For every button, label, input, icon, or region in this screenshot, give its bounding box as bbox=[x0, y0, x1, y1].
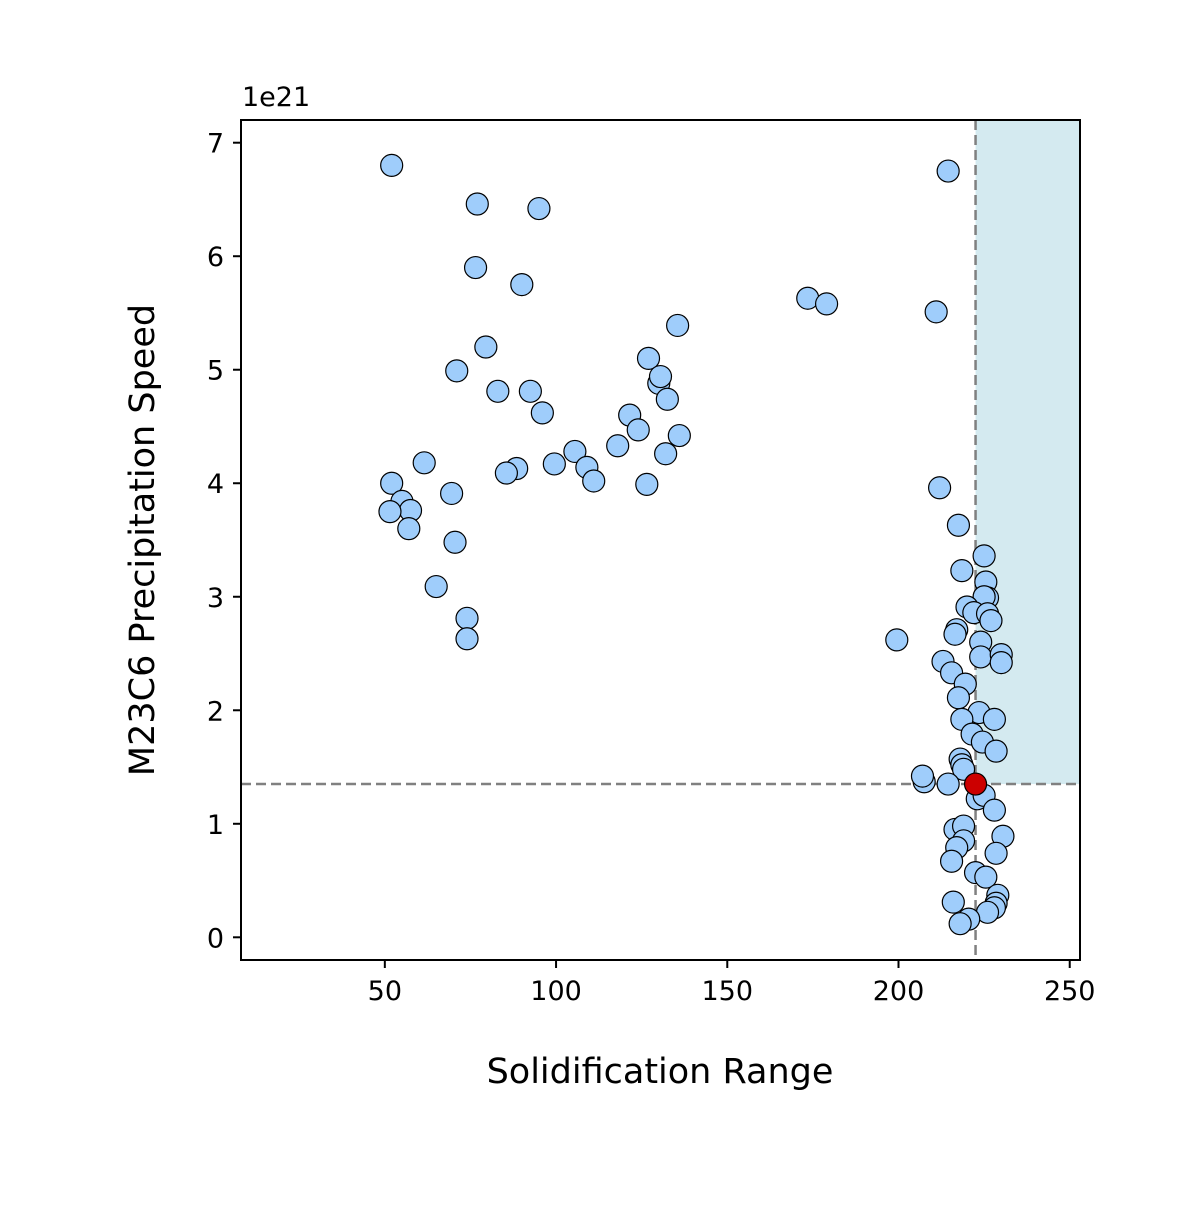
shaded-region bbox=[975, 120, 1080, 785]
data-point bbox=[946, 686, 971, 710]
data-point bbox=[979, 608, 1003, 633]
data-point bbox=[927, 476, 952, 500]
data-point bbox=[510, 272, 534, 297]
data-point bbox=[412, 451, 436, 475]
y-tick-label: 7 bbox=[207, 129, 224, 160]
x-tick-label: 50 bbox=[368, 976, 402, 1007]
data-point bbox=[445, 359, 469, 383]
x-tick-label: 250 bbox=[1044, 976, 1096, 1007]
data-point bbox=[946, 513, 971, 537]
plot-frame bbox=[240, 119, 1081, 961]
data-point bbox=[936, 772, 960, 796]
data-point bbox=[380, 471, 404, 495]
data-point bbox=[635, 472, 659, 496]
data-point bbox=[939, 849, 964, 873]
data-point bbox=[527, 196, 551, 221]
data-point bbox=[984, 841, 1008, 865]
data-point bbox=[380, 153, 404, 178]
y-tick-label: 6 bbox=[207, 242, 224, 273]
y-tick-label: 2 bbox=[207, 696, 224, 727]
y-axis-offset-label: 1e21 bbox=[242, 82, 310, 113]
highlight-point bbox=[963, 772, 988, 796]
y-axis-label: M23C6 Precipitation Speed bbox=[123, 304, 163, 776]
x-tick-label: 100 bbox=[530, 976, 582, 1007]
data-point bbox=[465, 192, 489, 216]
data-point bbox=[910, 764, 935, 788]
data-point bbox=[648, 364, 673, 389]
data-point bbox=[950, 559, 974, 583]
data-point bbox=[984, 739, 1008, 763]
data-point bbox=[924, 300, 948, 324]
data-point bbox=[474, 335, 498, 359]
data-point bbox=[463, 255, 488, 280]
data-point bbox=[455, 606, 479, 630]
data-point bbox=[989, 650, 1013, 675]
data-point bbox=[655, 387, 679, 411]
data-point bbox=[563, 439, 587, 464]
data-point bbox=[542, 452, 566, 476]
x-axis-label: Solidification Range bbox=[487, 1052, 834, 1092]
data-point bbox=[518, 379, 542, 403]
x-tick-label: 200 bbox=[873, 976, 925, 1007]
data-point bbox=[982, 707, 1006, 731]
data-point bbox=[885, 628, 909, 652]
data-point bbox=[626, 418, 650, 442]
data-point bbox=[455, 627, 479, 651]
data-point bbox=[440, 481, 464, 506]
data-point bbox=[654, 442, 678, 466]
data-point bbox=[582, 469, 606, 493]
y-tick-label: 1 bbox=[207, 810, 224, 841]
data-point bbox=[941, 890, 965, 914]
data-point bbox=[667, 423, 691, 448]
data-point bbox=[974, 865, 998, 889]
data-point bbox=[606, 434, 630, 458]
data-point bbox=[666, 313, 690, 338]
data-point bbox=[486, 379, 510, 403]
data-point bbox=[636, 346, 661, 370]
data-point bbox=[982, 798, 1006, 822]
data-point bbox=[378, 500, 402, 524]
data-point bbox=[494, 461, 518, 485]
y-tick-label: 3 bbox=[207, 583, 224, 614]
data-point bbox=[943, 622, 967, 646]
data-point bbox=[972, 544, 996, 568]
data-point bbox=[397, 517, 421, 541]
data-point bbox=[969, 645, 993, 669]
y-tick-label: 5 bbox=[207, 356, 224, 387]
data-point bbox=[814, 292, 839, 316]
data-point bbox=[948, 912, 972, 936]
data-point bbox=[424, 574, 448, 599]
data-point bbox=[936, 159, 960, 183]
data-point bbox=[530, 401, 554, 425]
y-tick-label: 4 bbox=[207, 469, 224, 500]
data-point bbox=[443, 530, 467, 554]
y-tick-label: 0 bbox=[207, 923, 224, 954]
x-tick-label: 150 bbox=[702, 976, 754, 1007]
